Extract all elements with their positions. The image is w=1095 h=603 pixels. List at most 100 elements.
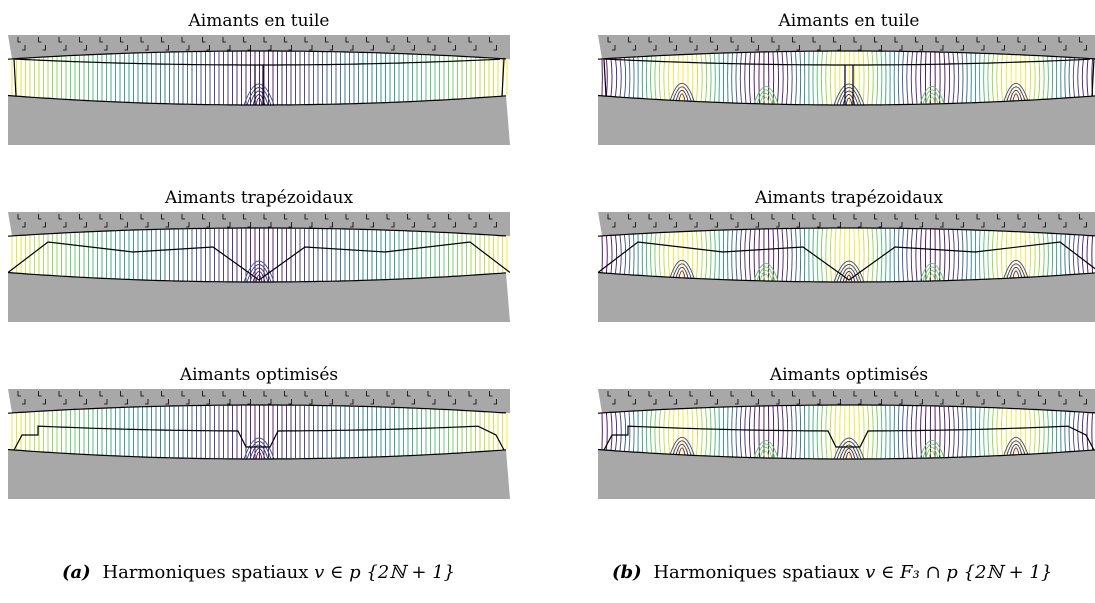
field-line — [1081, 412, 1084, 451]
field-loop — [678, 93, 686, 101]
field-line — [1068, 411, 1071, 452]
field-line — [795, 51, 797, 105]
field-line — [943, 406, 946, 458]
slot-marks — [607, 214, 1087, 228]
slot-mark — [1079, 214, 1087, 228]
field-line — [610, 58, 613, 97]
panel-title: Aimants optimisés — [769, 365, 929, 385]
slot-mark — [202, 37, 210, 51]
slot-mark — [976, 391, 985, 405]
field-line — [795, 405, 797, 459]
field-line — [1005, 408, 1008, 455]
field-line — [758, 229, 760, 281]
field-line — [735, 230, 738, 280]
slot-mark — [751, 391, 759, 405]
field-line — [996, 54, 999, 102]
field-line — [816, 405, 819, 459]
slot-mark — [99, 214, 108, 228]
field-plot — [598, 389, 1095, 499]
field-loop — [252, 94, 266, 106]
slot-mark — [689, 37, 698, 51]
field-line — [957, 406, 960, 457]
field-line — [983, 407, 985, 456]
slot-mark — [120, 391, 128, 405]
field-line — [672, 232, 675, 277]
field-line — [987, 53, 990, 102]
slot-mark — [607, 214, 616, 228]
field-loop — [833, 83, 865, 106]
field-line — [1064, 411, 1066, 452]
slot-mark — [468, 37, 477, 51]
field-loop — [756, 443, 776, 459]
panel-title: Aimants optimisés — [179, 365, 339, 385]
slot-mark — [751, 37, 759, 51]
slot-mark — [243, 214, 251, 228]
magnet-optimized — [13, 425, 505, 451]
field-line — [668, 232, 670, 277]
field-line — [906, 228, 909, 282]
field-lines — [601, 51, 1093, 105]
field-loop — [249, 90, 269, 106]
field-loop — [845, 97, 853, 106]
slot-mark — [181, 37, 190, 51]
field-loop — [759, 93, 773, 105]
magnet-outline — [603, 58, 1095, 105]
field-line — [790, 228, 793, 282]
field-loop — [1012, 270, 1020, 278]
field-line — [1042, 410, 1045, 453]
field-loops — [243, 83, 275, 106]
field-loops — [243, 260, 275, 283]
slot-mark — [79, 214, 87, 228]
field-loop — [255, 97, 263, 106]
slot-mark — [140, 214, 149, 228]
field-line — [1091, 413, 1093, 450]
field-loop — [1006, 440, 1026, 455]
slot-mark — [833, 391, 841, 405]
field-line — [987, 230, 990, 279]
slot-mark — [792, 391, 800, 405]
field-line — [1047, 56, 1049, 99]
field-loop — [1003, 259, 1029, 278]
magnet-outline — [13, 58, 505, 105]
field-line — [709, 53, 712, 102]
field-line — [645, 233, 648, 276]
field-loop — [1006, 263, 1026, 278]
field-line — [816, 228, 819, 282]
field-plot — [8, 389, 510, 499]
field-loop — [252, 448, 266, 460]
field-loop — [928, 273, 936, 282]
field-line — [672, 409, 675, 454]
field-line — [902, 51, 904, 105]
field-line — [696, 231, 699, 279]
field-line — [910, 51, 913, 104]
field-line — [1042, 233, 1045, 276]
slot-mark — [140, 391, 149, 405]
field-loop — [836, 87, 862, 106]
field-line — [1047, 233, 1049, 276]
field-line — [633, 234, 635, 275]
slot-mark — [915, 214, 923, 228]
field-loop — [675, 266, 689, 278]
field-line — [812, 51, 814, 105]
slot-mark — [853, 214, 862, 228]
field-line — [957, 52, 960, 103]
field-line — [812, 405, 814, 459]
slot-mark — [648, 391, 657, 405]
field-line — [1072, 235, 1075, 274]
field-line — [610, 412, 613, 451]
field-line — [1005, 231, 1008, 278]
rotor-boundary — [8, 271, 507, 283]
field-line — [996, 408, 999, 456]
field-line — [915, 406, 918, 458]
field-loop — [762, 450, 770, 459]
magnet-outline — [13, 425, 505, 451]
field-line — [744, 229, 747, 280]
field-line — [1072, 412, 1075, 451]
field-line — [645, 410, 648, 453]
slot-mark — [366, 391, 374, 405]
slot-mark — [345, 391, 354, 405]
field-line — [1091, 236, 1093, 273]
slot-mark — [489, 214, 497, 228]
slot-mark — [956, 391, 964, 405]
field-line — [943, 52, 946, 104]
